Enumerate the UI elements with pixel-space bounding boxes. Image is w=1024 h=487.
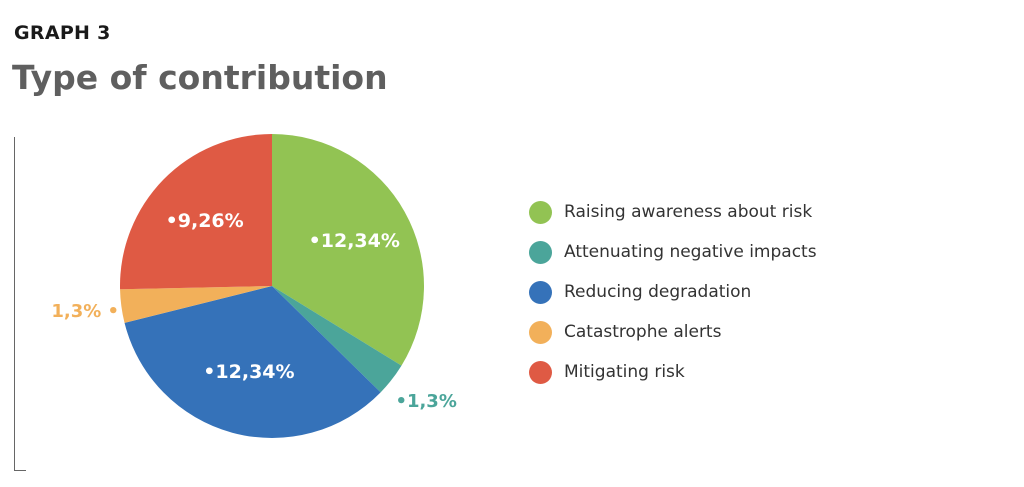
legend-item-raising-awareness: Raising awareness about risk — [529, 192, 817, 232]
pie-slice-raising-awareness-about-risk — [272, 134, 424, 366]
legend-swatch-icon — [529, 320, 552, 344]
legend-label: Mitigating risk — [564, 362, 685, 382]
legend-label: Catastrophe alerts — [564, 322, 722, 342]
pie-label-catastrophe-alerts: 1,3% • — [51, 301, 119, 322]
pie-slice-mitigating-risk — [120, 134, 272, 290]
legend-item-reducing-degradation: Reducing degradation — [529, 272, 817, 312]
legend-swatch-icon — [529, 200, 552, 224]
legend-item-mitigating-risk: Mitigating risk — [529, 352, 817, 392]
pie-label-raising-awareness-about-risk: •12,34% — [309, 230, 400, 252]
legend-item-attenuating-impacts: Attenuating negative impacts — [529, 232, 817, 272]
pie-slice-reducing-degradation — [124, 286, 381, 438]
graph-label: GRAPH 3 — [14, 22, 111, 44]
legend-label: Attenuating negative impacts — [564, 242, 817, 262]
legend-label: Reducing degradation — [564, 282, 752, 302]
legend-item-catastrophe-alerts: Catastrophe alerts — [529, 312, 817, 352]
pie-slice-catastrophe-alerts — [120, 286, 272, 323]
frame-left-line — [14, 137, 15, 471]
legend-label: Raising awareness about risk — [564, 202, 813, 222]
pie-slice-attenuating-negative-impacts — [272, 286, 402, 393]
frame-bottom-tick — [14, 470, 26, 471]
chart-title: Type of contribution — [12, 58, 388, 97]
legend-swatch-icon — [529, 360, 552, 384]
legend-swatch-icon — [529, 280, 552, 304]
pie-label-attenuating-negative-impacts: •1,3% — [395, 391, 456, 412]
legend: Raising awareness about risk Attenuating… — [529, 192, 817, 392]
pie-label-mitigating-risk: •9,26% — [166, 210, 244, 232]
legend-swatch-icon — [529, 240, 552, 264]
pie-label-reducing-degradation: •12,34% — [203, 361, 294, 383]
